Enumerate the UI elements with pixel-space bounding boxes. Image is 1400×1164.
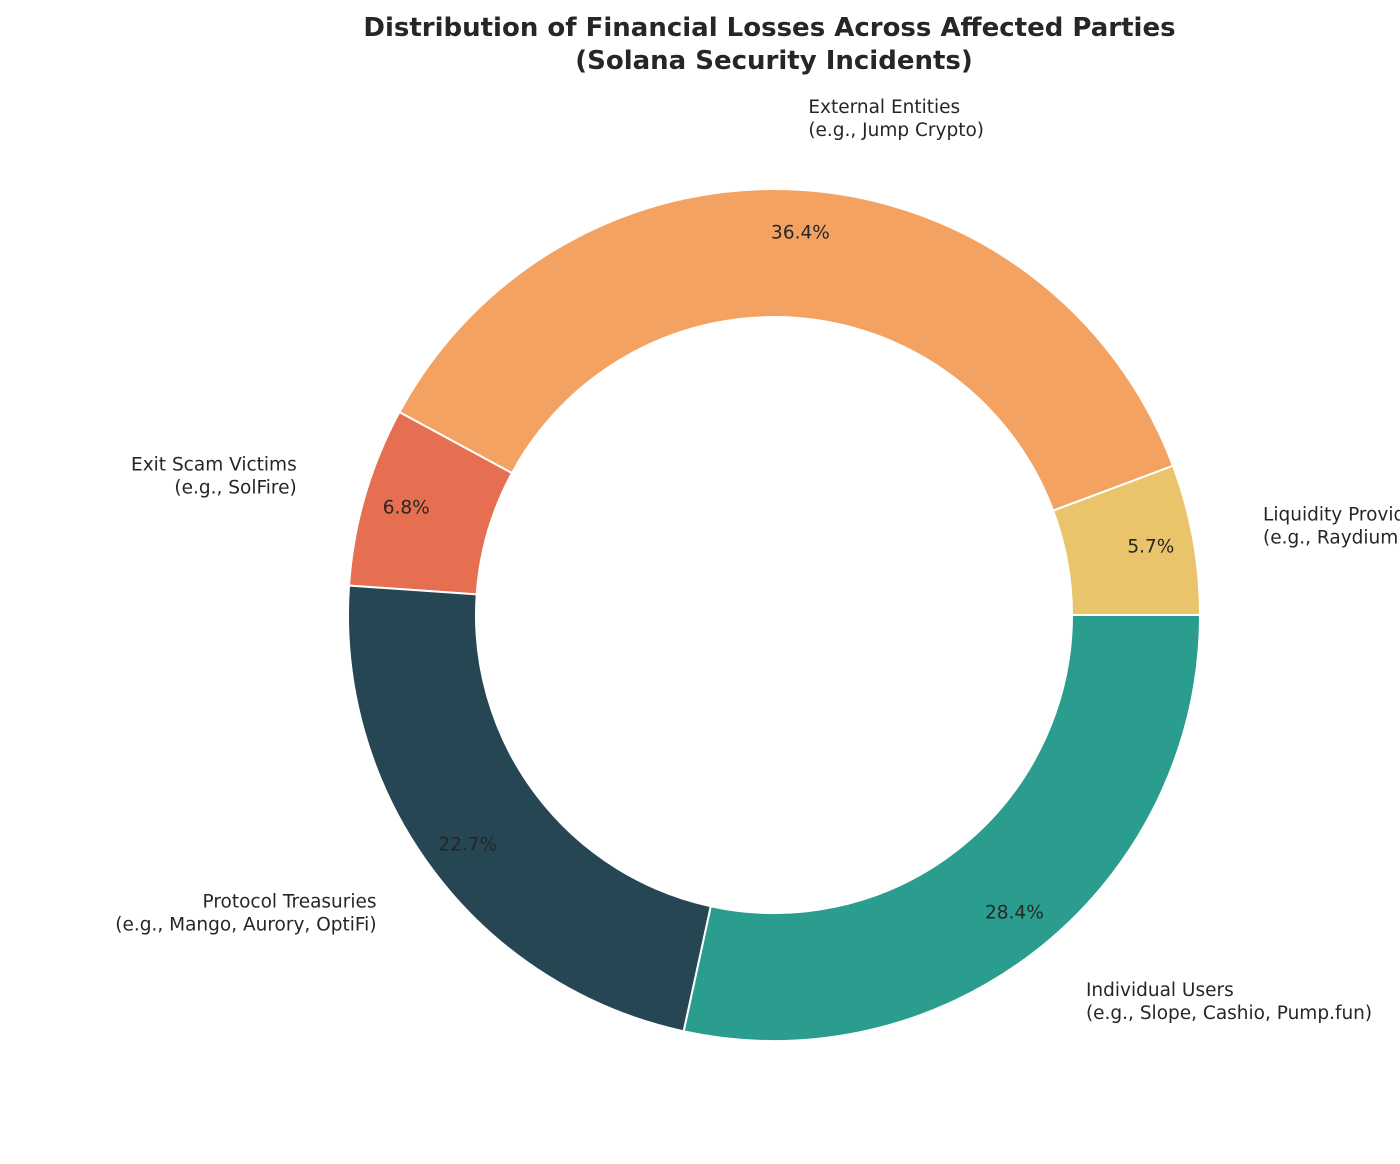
- category-label-exit-scam-victims: Exit Scam Victims (e.g., SolFire): [131, 454, 297, 498]
- percent-label-individual-users: 28.4%: [985, 903, 1044, 924]
- category-label-protocol-treasuries: Protocol Treasuries (e.g., Mango, Aurory,…: [115, 891, 376, 935]
- category-label-external-entities: External Entities (e.g., Jump Crypto): [808, 97, 984, 141]
- category-label-line: Liquidity Providers: [1263, 504, 1400, 525]
- percent-label-external-entities: 36.4%: [771, 222, 830, 243]
- category-labels-group: Liquidity Providers(e.g., Raydium) Extern…: [115, 97, 1400, 1024]
- chart-title: Distribution of Financial Losses Across …: [363, 13, 1184, 76]
- category-label-line: Individual Users: [1086, 980, 1234, 1001]
- category-label-line: (e.g., Slope, Cashio, Pump.fun): [1086, 1003, 1372, 1024]
- category-label-line: (e.g., SolFire): [174, 477, 296, 498]
- category-label-line: Protocol Treasuries: [202, 891, 376, 912]
- percent-labels-group: 5.7% 36.4% 6.8% 22.7% 28.4%: [383, 222, 1175, 923]
- category-label-line: (e.g., Mango, Aurory, OptiFi): [115, 914, 376, 935]
- chart-title-line-1: Distribution of Financial Losses Across …: [363, 13, 1175, 43]
- percent-label-exit-scam-victims: 6.8%: [383, 498, 430, 519]
- slice-protocol-treasuries: [347, 584, 713, 1033]
- slice-individual-users: [682, 614, 1202, 1042]
- category-label-line: External Entities: [808, 97, 960, 118]
- category-label-individual-users: Individual Users (e.g., Slope, Cashio, Pu…: [1086, 980, 1372, 1024]
- slices-group: [347, 188, 1202, 1042]
- category-label-line: Exit Scam Victims: [131, 454, 297, 475]
- chart-title-line-2: (Solana Security Incidents): [575, 46, 973, 76]
- slice-external-entities: [398, 188, 1175, 512]
- percent-label-protocol-treasuries: 22.7%: [438, 834, 497, 855]
- percent-label-liquidity-providers: 5.7%: [1127, 536, 1174, 557]
- category-label-line: (e.g., Raydium): [1263, 527, 1400, 548]
- category-label-line: (e.g., Jump Crypto): [808, 120, 984, 141]
- category-label-liquidity-providers: Liquidity Providers(e.g., Raydium): [1263, 504, 1400, 548]
